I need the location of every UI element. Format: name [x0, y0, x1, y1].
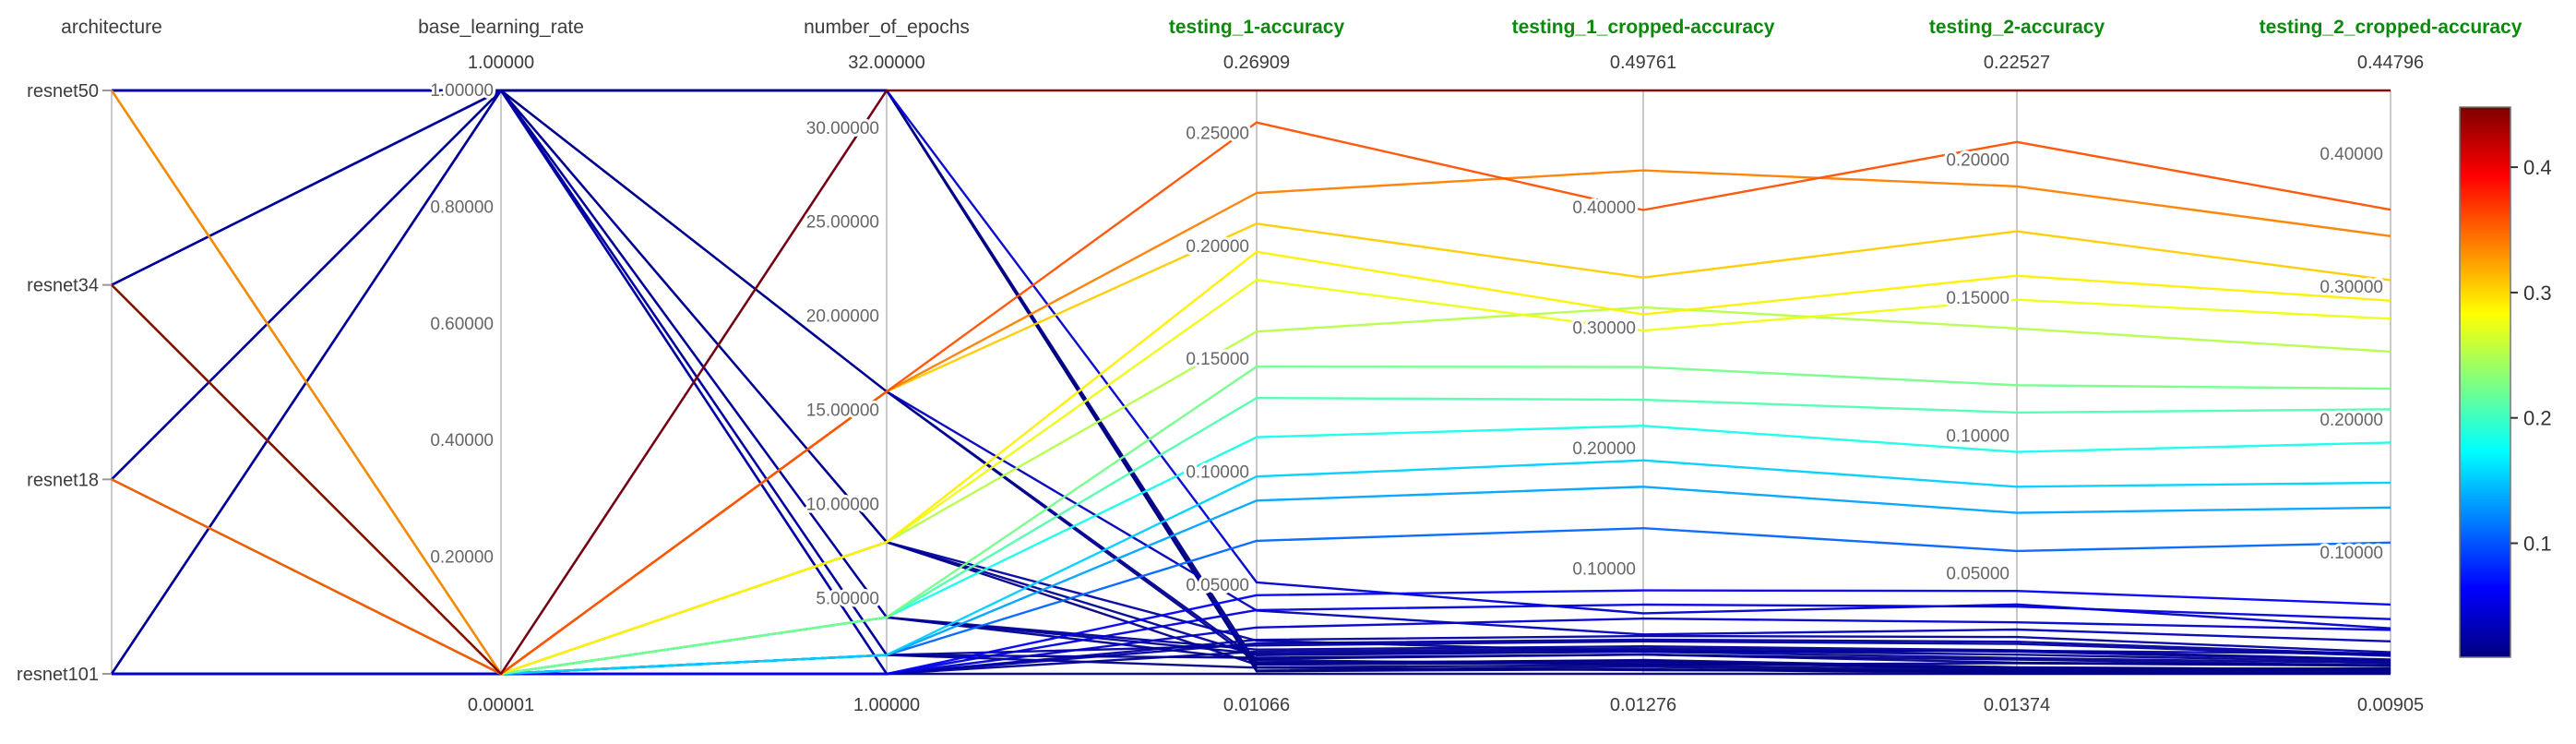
run-line[interactable] [111, 89, 2391, 676]
run-line[interactable] [111, 89, 2391, 675]
axis-min-label: 0.00905 [2357, 695, 2424, 715]
tick-label: 0.30000 [2320, 278, 2383, 297]
tick-label: 0.10000 [1572, 559, 1636, 579]
run-line[interactable] [111, 89, 2391, 675]
axis-min-label: 1.00000 [853, 695, 920, 715]
run-line[interactable] [111, 89, 2391, 657]
run-line[interactable] [111, 306, 2391, 676]
tick-label: 5.00000 [816, 589, 879, 608]
category-label: resnet34 [27, 276, 99, 296]
axis-max-label: 1.00000 [468, 53, 534, 73]
tick-label: 20.00000 [806, 307, 879, 327]
tick-label: 0.25000 [1186, 125, 1249, 144]
axis-max-label: 0.49761 [1610, 53, 1676, 73]
colorbar [2459, 106, 2511, 658]
tick-label: 0.10000 [1186, 463, 1249, 483]
tick-label: 15.00000 [806, 402, 879, 421]
axis-max-label: 0.22527 [1984, 53, 2050, 73]
tick-label: 0.20000 [430, 548, 494, 568]
tick-label: 0.15000 [1946, 289, 2010, 308]
run-line[interactable] [111, 89, 2391, 672]
tick-label: 0.40000 [1572, 198, 1636, 218]
tick-label: 0.10000 [1946, 426, 2010, 446]
run-line[interactable] [111, 89, 2391, 676]
run-line[interactable] [111, 90, 2391, 676]
run-line[interactable] [111, 279, 2391, 676]
tick-label: 0.20000 [2320, 411, 2383, 430]
tick-label: 0.10000 [2320, 544, 2383, 563]
axis-max-label: 0.44796 [2357, 53, 2424, 73]
axis-min-label: 0.01276 [1610, 695, 1676, 715]
run-line[interactable] [111, 90, 2391, 676]
category-label: resnet50 [27, 81, 99, 102]
run-line[interactable] [112, 89, 2391, 666]
tick-label: 0.30000 [1572, 319, 1636, 339]
axis-title: testing_2-accuracy [1929, 17, 2105, 38]
axis-title: architecture [61, 17, 162, 38]
run-line[interactable] [111, 89, 2391, 675]
run-line[interactable] [112, 89, 2391, 676]
run-line[interactable] [112, 89, 2391, 676]
axis-min-label: 0.00001 [468, 695, 534, 715]
run-line[interactable] [112, 89, 2391, 671]
tick-label: 0.20000 [1186, 237, 1249, 257]
tick-label: 0.05000 [1186, 576, 1249, 595]
axis-min-label: 0.01066 [1223, 695, 1290, 715]
tick-label: 30.00000 [806, 119, 879, 138]
category-label: resnet101 [17, 665, 99, 685]
axis-title: testing_1_cropped-accuracy [1512, 17, 1775, 38]
axis-max-label: 0.26909 [1223, 53, 1290, 73]
run-line[interactable] [111, 90, 2391, 676]
tick-label: 1.00000 [430, 81, 494, 101]
run-line[interactable] [111, 89, 2391, 676]
run-line[interactable] [111, 89, 2391, 665]
run-line[interactable] [111, 89, 2391, 674]
colorbar-tick-label: 0.4 [2523, 156, 2552, 179]
run-line[interactable] [111, 90, 2391, 676]
axis-min-label: 0.01374 [1984, 695, 2050, 715]
axis-title: base_learning_rate [418, 17, 584, 38]
category-label: resnet18 [27, 470, 99, 490]
colorbar-tick-label: 0.1 [2523, 532, 2552, 555]
tick-label: 0.05000 [1946, 565, 2010, 584]
colorbar-tick-label: 0.2 [2523, 407, 2552, 430]
tick-label: 0.20000 [1572, 439, 1636, 459]
colorbar-tick-label: 0.3 [2523, 282, 2552, 305]
axis-max-label: 32.00000 [848, 53, 924, 73]
tick-label: 0.40000 [430, 431, 494, 450]
tick-label: 0.15000 [1186, 350, 1249, 369]
tick-label: 0.40000 [2320, 145, 2383, 164]
tick-label: 0.80000 [430, 198, 494, 217]
run-line[interactable] [111, 90, 2391, 676]
axis-title: testing_2_cropped-accuracy [2260, 17, 2522, 38]
tick-label: 0.60000 [430, 315, 494, 334]
tick-label: 0.20000 [1946, 151, 2010, 171]
tick-label: 25.00000 [806, 213, 879, 233]
tick-label: 10.00000 [806, 496, 879, 515]
axis-title: number_of_epochs [804, 17, 970, 38]
axis-title: testing_1-accuracy [1169, 17, 1345, 38]
run-line[interactable] [111, 89, 2391, 671]
